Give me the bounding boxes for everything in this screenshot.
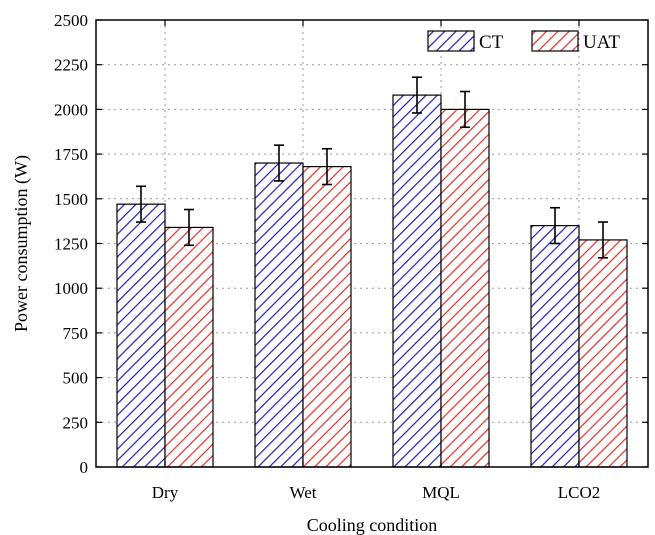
bar-uat — [164, 226, 214, 468]
axes — [95, 19, 649, 468]
tick-labels: 0 250 500 750 1000 1250 1500 1750 2000 2250 2500 Dr… — [54, 11, 600, 502]
y-tick-label: 1250 — [54, 235, 88, 254]
legend: CT UAT — [427, 30, 620, 53]
bar-ct — [116, 203, 166, 468]
bars — [116, 76, 628, 468]
x-tick-label: MQL — [422, 483, 460, 502]
legend-label-uat: UAT — [583, 32, 620, 53]
x-tick-label: Wet — [290, 483, 317, 502]
x-axis-title: Cooling condition — [307, 515, 438, 535]
y-axis-title: Power consumption (W) — [11, 155, 32, 332]
bar-uat — [578, 239, 628, 468]
bar-ct — [530, 225, 580, 468]
y-tick-label: 750 — [63, 324, 89, 343]
y-tick-label: 2000 — [54, 100, 88, 119]
y-tick-label: 2250 — [54, 56, 88, 75]
y-tick-label: 1500 — [54, 190, 88, 209]
legend-label-ct: CT — [479, 32, 504, 53]
bar-ct — [392, 94, 442, 468]
x-tick-label: LCO2 — [558, 483, 601, 502]
bar-ct — [254, 162, 304, 468]
y-tick-label: 2500 — [54, 11, 88, 30]
x-tick-label: Dry — [152, 483, 179, 502]
bar-uat — [440, 108, 490, 468]
y-tick-label: 1000 — [54, 279, 88, 298]
y-tick-label: 250 — [63, 413, 89, 432]
legend-swatch-uat — [531, 30, 579, 52]
y-tick-label: 0 — [80, 458, 89, 477]
legend-swatch-ct — [427, 30, 475, 52]
plot-frame — [95, 19, 649, 468]
bar-uat — [302, 166, 352, 468]
y-tick-label: 500 — [63, 369, 89, 388]
y-tick-label: 1750 — [54, 145, 88, 164]
